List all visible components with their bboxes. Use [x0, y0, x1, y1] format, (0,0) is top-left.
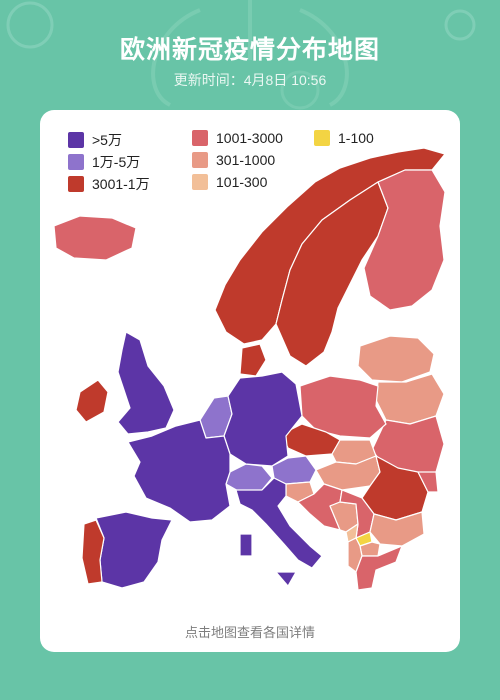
legend-label: 301-1000	[216, 152, 276, 168]
country-united-kingdom[interactable]	[117, 331, 175, 435]
country-bulgaria[interactable]	[369, 511, 425, 547]
legend-item: 3001-1万	[68, 174, 150, 194]
update-time-label: 更新时间：	[173, 72, 244, 88]
country-moldova[interactable]	[417, 471, 439, 493]
country-portugal[interactable]	[81, 519, 105, 585]
country-italy-sardinia[interactable]	[239, 533, 253, 557]
legend-label: 1001-3000	[216, 130, 283, 146]
country-italy-sicily[interactable]	[275, 571, 297, 587]
legend-swatch	[192, 130, 208, 146]
country-italy[interactable]	[235, 477, 323, 569]
legend-item: >5万	[68, 130, 122, 150]
country-ireland[interactable]	[75, 379, 109, 423]
legend-item: 101-300	[192, 174, 267, 190]
virus-icon	[6, 1, 54, 49]
country-spain[interactable]	[95, 511, 173, 589]
map-hint: 点击地图查看各国详情	[184, 625, 315, 640]
country-germany[interactable]	[223, 371, 303, 467]
country-france[interactable]	[127, 419, 231, 523]
legend-label: >5万	[92, 132, 122, 148]
legend-label: 1万-5万	[92, 154, 141, 170]
page-title: 欧洲新冠疫情分布地图	[119, 36, 380, 64]
legend-swatch	[68, 154, 84, 170]
country-poland[interactable]	[299, 375, 387, 439]
country-iceland[interactable]	[53, 215, 137, 261]
legend-item: 1万-5万	[68, 152, 140, 172]
legend-item: 1001-3000	[192, 130, 283, 146]
europe-map	[53, 147, 446, 591]
country-greece[interactable]	[355, 545, 403, 591]
legend-label: 1-100	[338, 130, 374, 146]
country-baltics[interactable]	[357, 335, 435, 383]
country-finland[interactable]	[363, 169, 446, 311]
lungs-outline-icon	[151, 0, 349, 107]
country-denmark[interactable]	[239, 343, 267, 377]
legend-swatch	[314, 130, 330, 146]
update-time-value: 4月8日 10:56	[243, 72, 327, 88]
legend-swatch	[68, 132, 84, 148]
legend-item: 1-100	[314, 130, 374, 146]
legend-swatch	[192, 174, 208, 190]
legend-label: 3001-1万	[92, 176, 150, 192]
map-card: >5万 1万-5万 3001-1万 1001-3000 301-1000 101…	[40, 110, 460, 652]
legend-swatch	[68, 176, 84, 192]
virus-icon	[280, 70, 320, 110]
legend-label: 101-300	[216, 174, 268, 190]
virus-icon	[444, 9, 476, 41]
legend-item: 301-1000	[192, 152, 275, 168]
legend-swatch	[192, 152, 208, 168]
map-legend: >5万 1万-5万 3001-1万 1001-3000 301-1000 101…	[40, 110, 460, 210]
update-time: 更新时间：4月8日 10:56	[0, 70, 500, 90]
